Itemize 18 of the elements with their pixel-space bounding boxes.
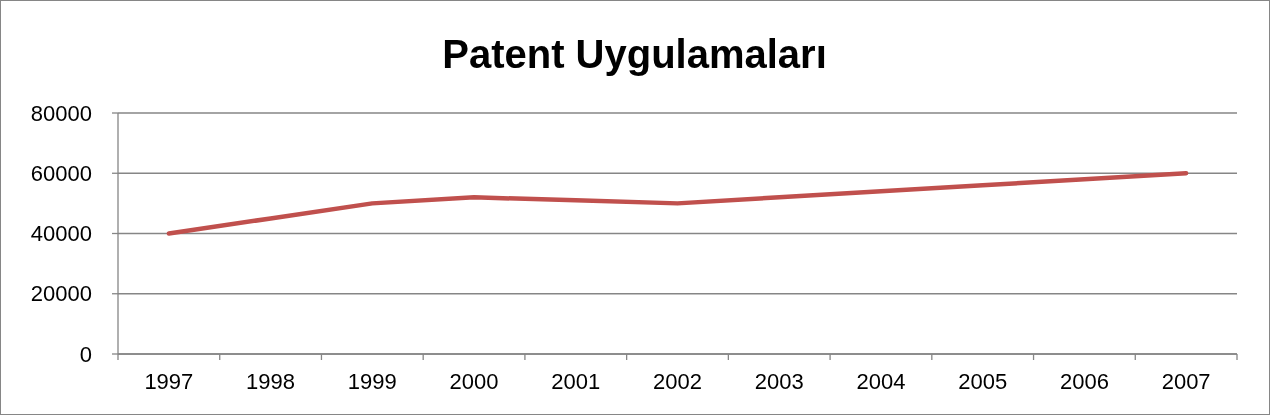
- x-tick-label: 2003: [754, 369, 804, 394]
- x-tick-label: 2005: [958, 369, 1008, 394]
- y-tick-label: 0: [79, 341, 92, 367]
- x-tick-label: 2000: [449, 369, 499, 394]
- y-tick-label: 80000: [30, 100, 92, 126]
- x-tick-label: 1999: [347, 369, 397, 394]
- line-series: [166, 171, 1189, 236]
- x-tick-label: 1998: [246, 369, 296, 394]
- x-tick-label: 2001: [551, 369, 601, 394]
- y-tick-label: 40000: [30, 221, 92, 247]
- x-tick-label: 2006: [1059, 369, 1109, 394]
- chart-title: Patent Uygulamaları: [442, 32, 827, 76]
- x-tick-label: 2007: [1161, 369, 1211, 394]
- y-tick-label: 20000: [30, 281, 92, 307]
- x-tick-label: 2002: [653, 369, 702, 394]
- x-tick-label: 1997: [144, 369, 194, 394]
- y-tick-label: 60000: [30, 160, 92, 186]
- x-tick-label: 2004: [856, 369, 906, 394]
